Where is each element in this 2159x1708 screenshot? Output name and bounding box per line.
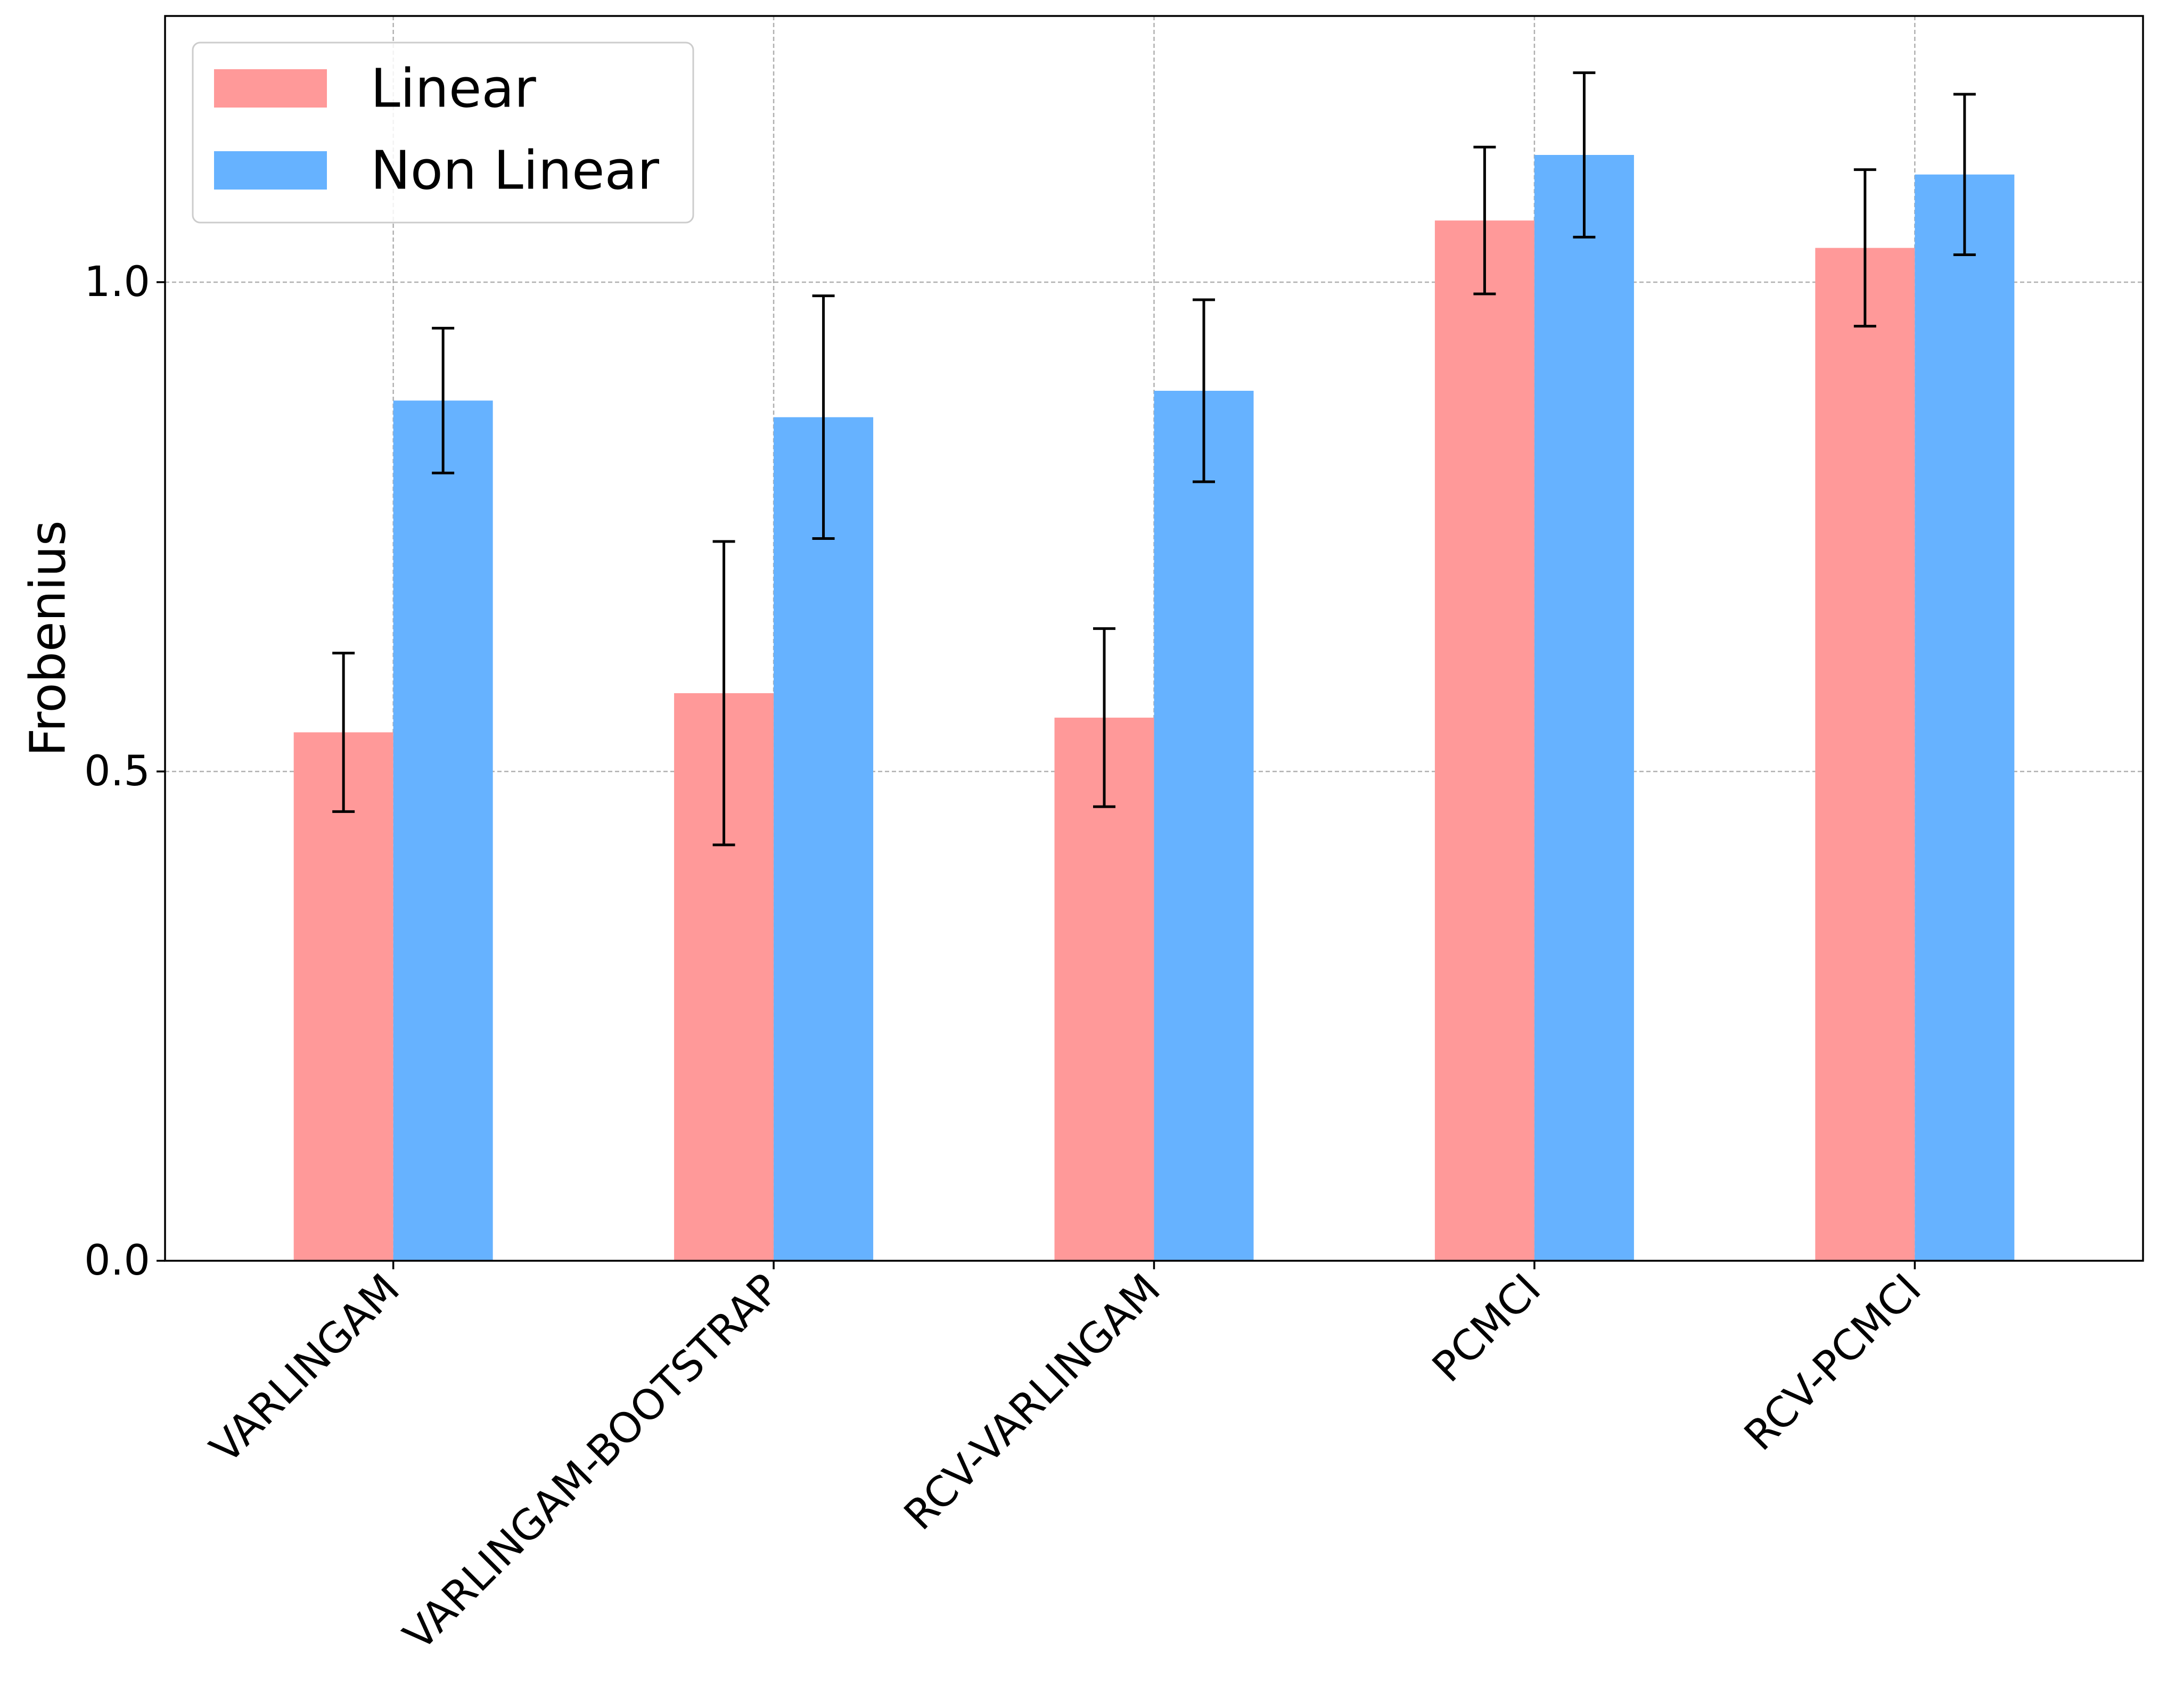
error-bar-linear-pcmci [1473,145,1496,295]
legend: Linear Non Linear [192,42,694,224]
bar-linear-varlingam [293,732,393,1261]
bar-linear-pcmci [1434,220,1534,1261]
bars [293,155,2015,1261]
error-bar-non-linear-rcv-pcmci [1953,93,1976,256]
error-bar-linear-rcv-pcmci [1853,168,1876,328]
bar-non-linear-varlingam-bootstrap [774,417,874,1261]
error-bar-linear-varlingam [332,652,355,813]
legend-label-linear: Linear [371,58,537,120]
y-tick-label: 0.5 [84,748,150,795]
error-bar-non-linear-varlingam-bootstrap [812,294,835,540]
bar-non-linear-rcv-pcmci [1915,174,2015,1261]
error-bar-non-linear-varlingam [432,326,455,474]
y-axis-label: Frobenius [20,520,77,756]
error-bar-non-linear-rcv-varlingam [1193,298,1215,483]
bar-non-linear-varlingam [393,400,493,1261]
legend-label-non-linear: Non Linear [371,139,660,202]
bar-non-linear-pcmci [1534,155,1634,1261]
legend-swatch-linear [214,69,327,108]
bar-non-linear-rcv-varlingam [1154,390,1254,1261]
legend-swatch-non-linear [214,151,327,190]
error-bar-linear-rcv-varlingam [1093,627,1115,808]
error-bar-linear-varlingam-bootstrap [712,540,735,847]
bar-linear-rcv-pcmci [1815,248,1915,1261]
y-tick-label: 1.0 [84,258,150,306]
y-tick-label: 0.0 [84,1237,150,1285]
bar-linear-rcv-varlingam [1054,717,1154,1261]
error-bars [332,71,1976,847]
error-bar-non-linear-pcmci [1573,71,1596,239]
